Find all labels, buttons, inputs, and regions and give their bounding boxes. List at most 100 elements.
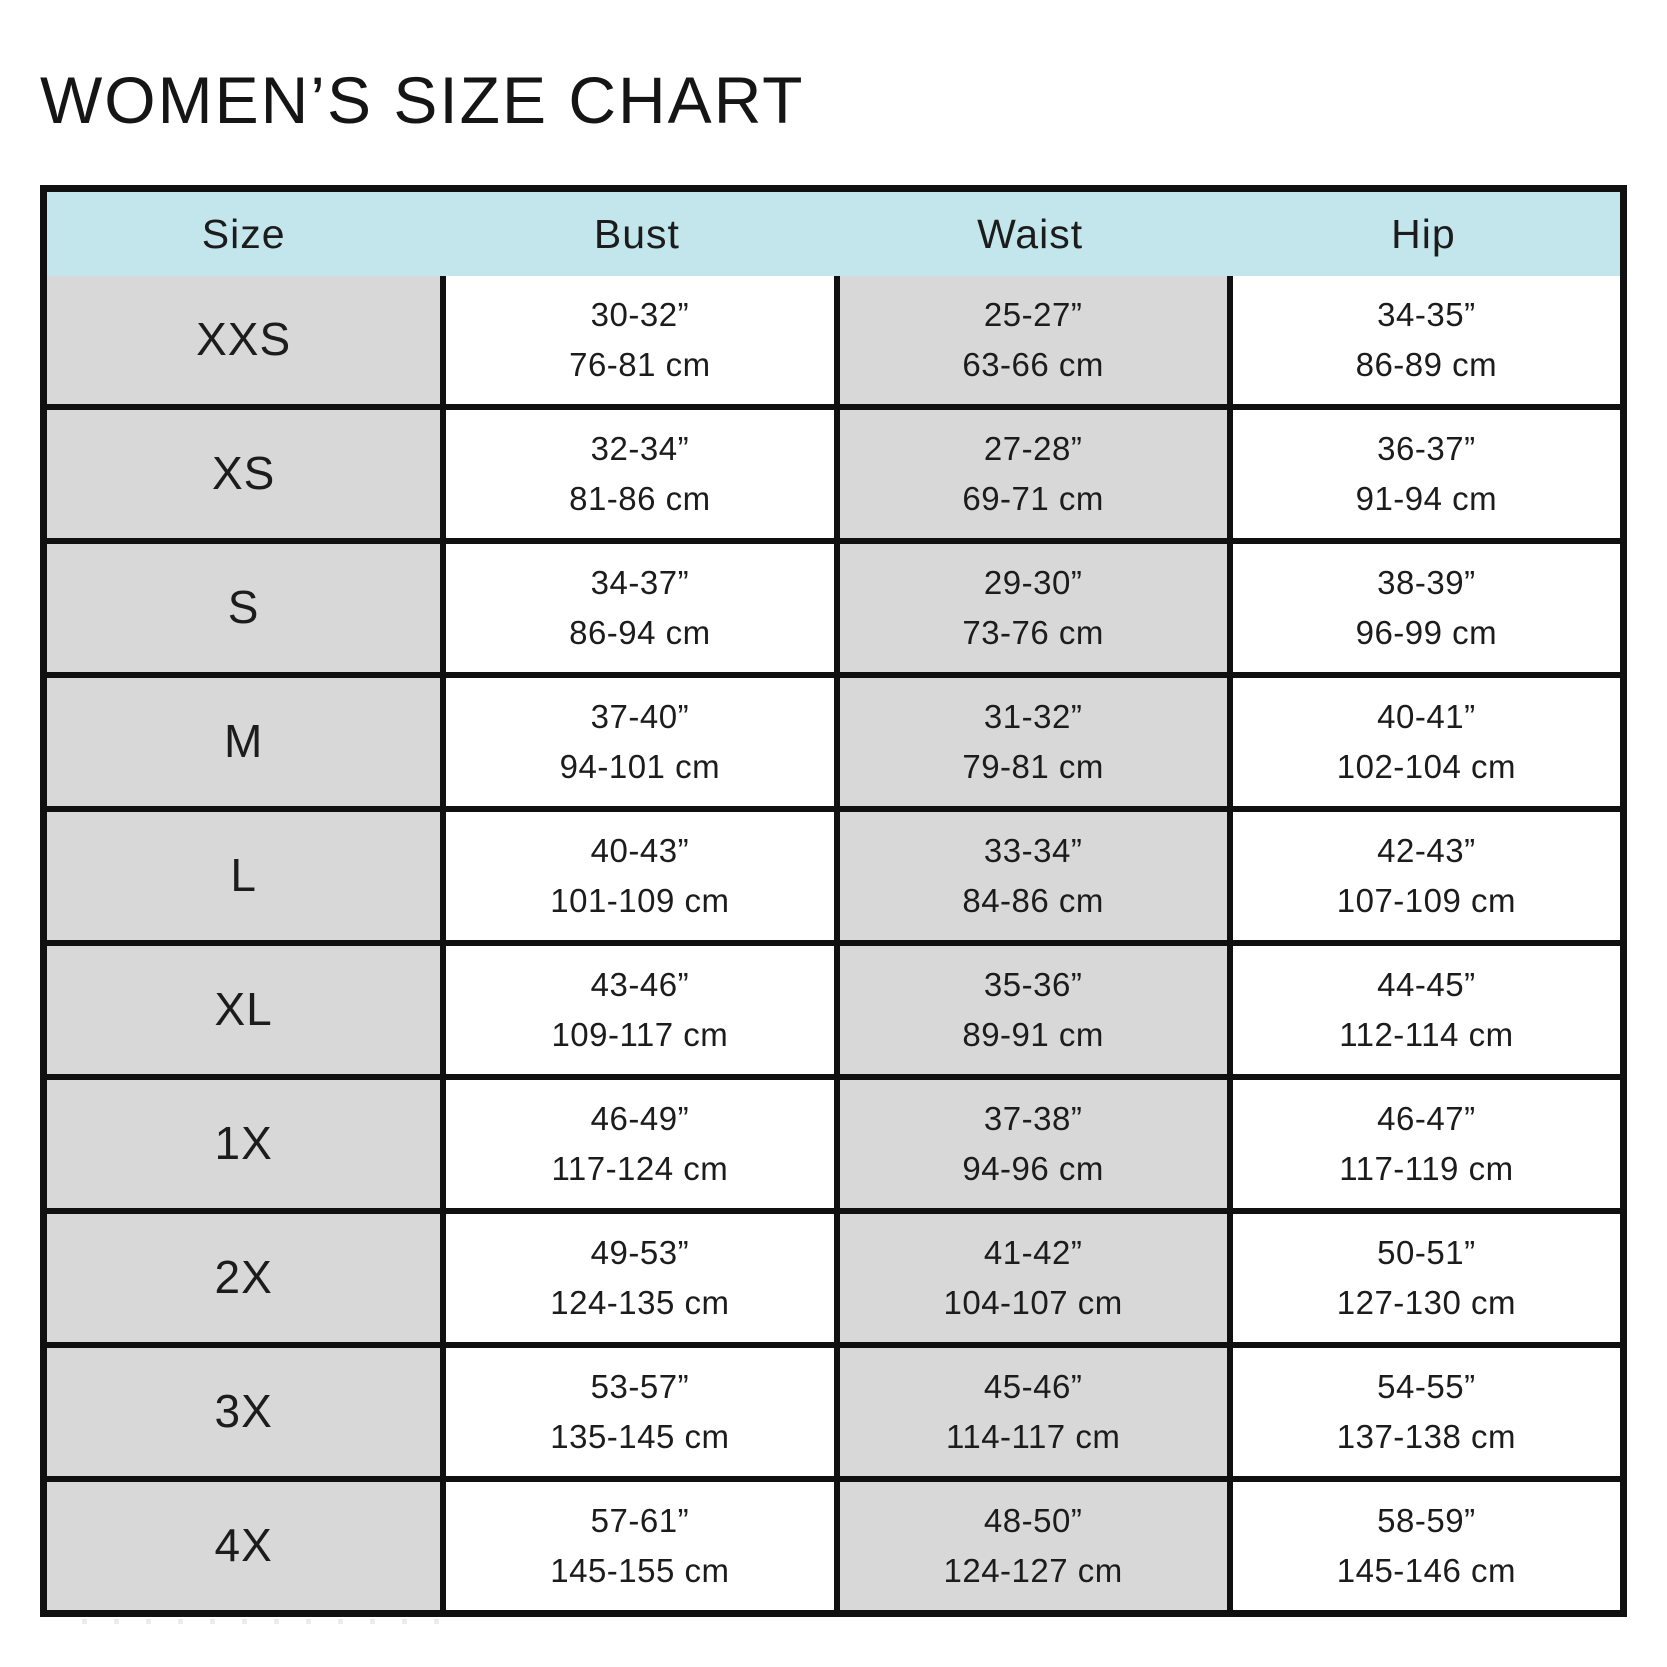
hip-inches: 58-59” xyxy=(1377,1501,1476,1539)
waist-cell: 27-28” 69-71 cm xyxy=(833,410,1227,538)
bust-centimeters: 135-145 cm xyxy=(550,1418,730,1455)
bust-centimeters: 94-101 cm xyxy=(559,748,721,785)
waist-cell: 48-50” 124-127 cm xyxy=(833,1482,1227,1610)
bust-cell: 57-61” 145-155 cm xyxy=(440,1482,834,1610)
bust-cell: 46-49” 117-124 cm xyxy=(440,1080,834,1208)
waist-cell: 31-32” 79-81 cm xyxy=(833,678,1227,806)
size-cell: XS xyxy=(47,410,441,538)
bust-cell: 37-40” 94-101 cm xyxy=(440,678,834,806)
size-cell: L xyxy=(47,812,441,940)
hip-cell: 34-35” 86-89 cm xyxy=(1226,276,1620,404)
waist-inches: 45-46” xyxy=(983,1367,1083,1405)
hip-centimeters: 137-138 cm xyxy=(1336,1418,1516,1455)
table-row: XXS 30-32” 76-81 cm 25-27” 63-66 cm 34-3… xyxy=(47,276,1620,404)
hip-inches: 44-45” xyxy=(1377,965,1476,1003)
table-row: 2X 49-53” 124-135 cm 41-42” 104-107 cm 5… xyxy=(47,1208,1620,1342)
waist-centimeters: 79-81 cm xyxy=(962,748,1104,785)
hip-inches: 34-35” xyxy=(1377,295,1476,333)
bust-inches: 46-49” xyxy=(590,1099,690,1137)
hip-cell: 36-37” 91-94 cm xyxy=(1226,410,1620,538)
bust-cell: 43-46” 109-117 cm xyxy=(440,946,834,1074)
bust-inches: 34-37” xyxy=(590,563,690,601)
bust-centimeters: 76-81 cm xyxy=(569,346,711,383)
size-cell: XXS xyxy=(47,276,441,404)
bust-centimeters: 101-109 cm xyxy=(550,882,730,919)
hip-cell: 50-51” 127-130 cm xyxy=(1226,1214,1620,1342)
size-cell: XL xyxy=(47,946,441,1074)
bust-inches: 30-32” xyxy=(590,295,690,333)
waist-centimeters: 124-127 cm xyxy=(943,1552,1123,1589)
table-header-row: Size Bust Waist Hip xyxy=(47,192,1620,276)
waist-centimeters: 94-96 cm xyxy=(962,1150,1104,1187)
size-cell: S xyxy=(47,544,441,672)
table-row: M 37-40” 94-101 cm 31-32” 79-81 cm 40-41… xyxy=(47,672,1620,806)
table-row: XL 43-46” 109-117 cm 35-36” 89-91 cm 44-… xyxy=(47,940,1620,1074)
waist-inches: 25-27” xyxy=(983,295,1083,333)
hip-centimeters: 102-104 cm xyxy=(1336,748,1516,785)
waist-inches: 41-42” xyxy=(983,1233,1083,1271)
size-cell: 3X xyxy=(47,1348,441,1476)
bust-inches: 53-57” xyxy=(590,1367,690,1405)
bust-centimeters: 124-135 cm xyxy=(550,1284,730,1321)
waist-cell: 37-38” 94-96 cm xyxy=(833,1080,1227,1208)
hip-inches: 40-41” xyxy=(1377,697,1476,735)
bust-centimeters: 81-86 cm xyxy=(569,480,711,517)
hip-cell: 54-55” 137-138 cm xyxy=(1226,1348,1620,1476)
bust-inches: 37-40” xyxy=(590,697,690,735)
hip-cell: 58-59” 145-146 cm xyxy=(1226,1482,1620,1610)
size-chart-table: Size Bust Waist Hip XXS 30-32” 76-81 cm … xyxy=(40,185,1627,1617)
column-header-size: Size xyxy=(201,210,286,257)
hip-inches: 50-51” xyxy=(1377,1233,1476,1271)
hip-centimeters: 91-94 cm xyxy=(1355,480,1498,517)
waist-centimeters: 63-66 cm xyxy=(962,346,1104,383)
table-row: 1X 46-49” 117-124 cm 37-38” 94-96 cm 46-… xyxy=(47,1074,1620,1208)
waist-inches: 29-30” xyxy=(983,563,1083,601)
table-row: S 34-37” 86-94 cm 29-30” 73-76 cm 38-39”… xyxy=(47,538,1620,672)
hip-inches: 38-39” xyxy=(1377,563,1476,601)
table-body: XXS 30-32” 76-81 cm 25-27” 63-66 cm 34-3… xyxy=(47,276,1620,1610)
hip-inches: 36-37” xyxy=(1377,429,1476,467)
bust-inches: 32-34” xyxy=(590,429,690,467)
hip-centimeters: 145-146 cm xyxy=(1336,1552,1516,1589)
waist-centimeters: 114-117 cm xyxy=(945,1418,1121,1455)
hip-cell: 42-43” 107-109 cm xyxy=(1226,812,1620,940)
hip-centimeters: 112-114 cm xyxy=(1339,1016,1514,1053)
bust-centimeters: 117-124 cm xyxy=(551,1150,729,1187)
hip-centimeters: 127-130 cm xyxy=(1336,1284,1516,1321)
waist-inches: 33-34” xyxy=(983,831,1083,869)
bust-cell: 53-57” 135-145 cm xyxy=(440,1348,834,1476)
waist-inches: 37-38” xyxy=(983,1099,1083,1137)
waist-centimeters: 73-76 cm xyxy=(962,614,1104,651)
hip-cell: 44-45” 112-114 cm xyxy=(1226,946,1620,1074)
hip-inches: 46-47” xyxy=(1377,1099,1476,1137)
waist-centimeters: 104-107 cm xyxy=(943,1284,1123,1321)
bust-inches: 57-61” xyxy=(590,1501,690,1539)
waist-centimeters: 69-71 cm xyxy=(962,480,1104,517)
hip-centimeters: 86-89 cm xyxy=(1355,346,1498,383)
waist-cell: 41-42” 104-107 cm xyxy=(833,1214,1227,1342)
bust-cell: 34-37” 86-94 cm xyxy=(440,544,834,672)
size-cell: 4X xyxy=(47,1482,441,1610)
hip-cell: 38-39” 96-99 cm xyxy=(1226,544,1620,672)
bust-centimeters: 109-117 cm xyxy=(551,1016,729,1053)
bust-inches: 40-43” xyxy=(590,831,690,869)
hip-cell: 40-41” 102-104 cm xyxy=(1226,678,1620,806)
table-row: L 40-43” 101-109 cm 33-34” 84-86 cm 42-4… xyxy=(47,806,1620,940)
bust-cell: 30-32” 76-81 cm xyxy=(440,276,834,404)
table-row: XS 32-34” 81-86 cm 27-28” 69-71 cm 36-37… xyxy=(47,404,1620,538)
waist-cell: 45-46” 114-117 cm xyxy=(833,1348,1227,1476)
size-cell: 1X xyxy=(47,1080,441,1208)
page-title: WOMEN’S SIZE CHART xyxy=(40,63,805,137)
size-cell: 2X xyxy=(47,1214,441,1342)
waist-cell: 25-27” 63-66 cm xyxy=(833,276,1227,404)
waist-inches: 31-32” xyxy=(983,697,1083,735)
waist-inches: 27-28” xyxy=(983,429,1083,467)
bust-centimeters: 86-94 cm xyxy=(569,614,711,651)
waist-inches: 48-50” xyxy=(983,1501,1083,1539)
column-header-waist: Waist xyxy=(977,210,1084,257)
table-row: 3X 53-57” 135-145 cm 45-46” 114-117 cm 5… xyxy=(47,1342,1620,1476)
bust-inches: 43-46” xyxy=(590,965,690,1003)
bust-cell: 40-43” 101-109 cm xyxy=(440,812,834,940)
column-header-bust: Bust xyxy=(593,210,680,257)
waist-centimeters: 89-91 cm xyxy=(962,1016,1104,1053)
